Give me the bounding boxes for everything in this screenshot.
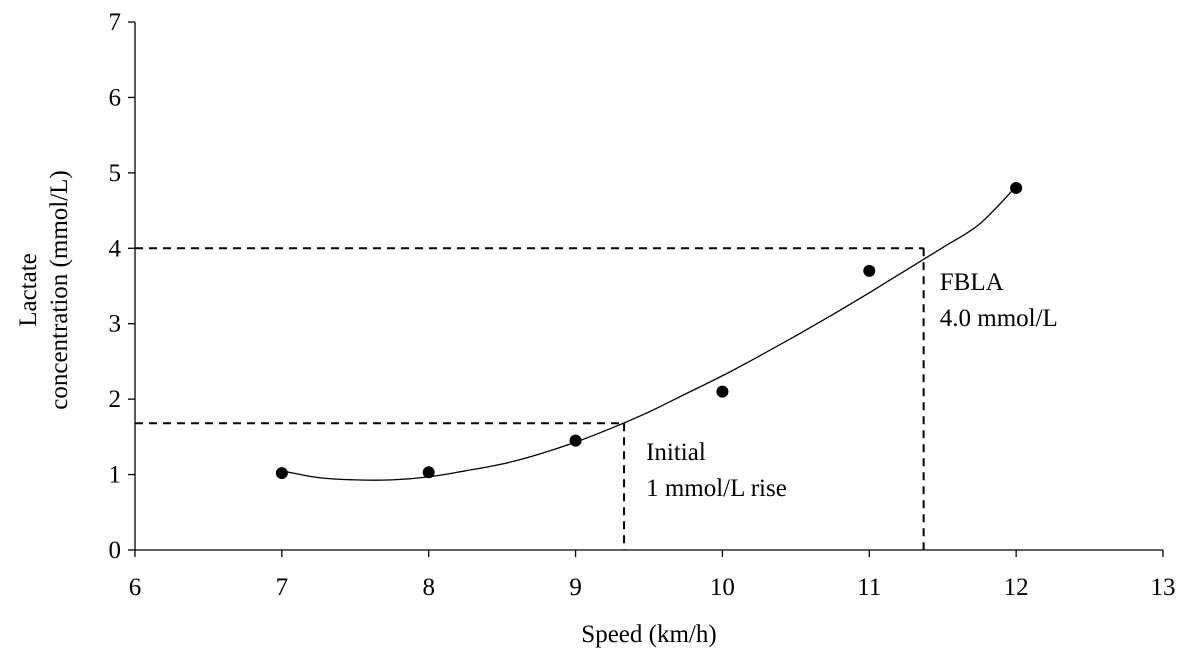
y-tick-label: 4 — [109, 235, 122, 262]
x-tick-label: 8 — [422, 574, 435, 601]
x-tick-label: 10 — [710, 574, 735, 601]
y-axis-title-line: Lactate — [15, 253, 42, 327]
fbla-annotation-line: FBLA — [940, 269, 1004, 296]
y-tick-label: 1 — [109, 462, 122, 489]
x-tick-label: 9 — [569, 574, 582, 601]
fbla-annotation: FBLA 4.0 mmol/L — [940, 269, 1058, 332]
y-axis-title: Lactate concentration (mmol/L) — [15, 170, 73, 410]
data-point — [716, 385, 729, 398]
fbla-annotation-line: 4.0 mmol/L — [940, 305, 1058, 332]
x-axis-title: Speed (km/h) — [581, 621, 716, 648]
y-tick-label: 3 — [109, 311, 122, 338]
x-tick-label: 7 — [276, 574, 289, 601]
x-tick-label: 13 — [1151, 574, 1176, 601]
trendline-layer — [281, 185, 1017, 481]
y-tick-label: 7 — [109, 9, 122, 36]
y-tick-label: 5 — [109, 160, 122, 187]
reference-lines — [135, 247, 925, 550]
initial-rise-annotation-line: 1 mmol/L rise — [646, 475, 787, 502]
x-tick-label: 11 — [857, 574, 881, 601]
x-tick-label: 12 — [1004, 574, 1029, 601]
axis-titles: Speed (km/h) Lactate concentration (mmol/L… — [15, 170, 717, 648]
initial-rise-annotation: Initial 1 mmol/L rise — [646, 439, 787, 502]
data-point — [275, 467, 288, 480]
y-tick-label: 0 — [109, 537, 122, 564]
data-point — [863, 264, 876, 277]
x-tick-label: 6 — [129, 574, 142, 601]
trendline-curve — [281, 185, 1017, 481]
data-point — [1010, 181, 1023, 194]
data-point — [422, 466, 435, 479]
y-tick-label: 6 — [109, 84, 122, 111]
initial-rise-annotation-line: Initial — [646, 439, 706, 466]
y-tick-label: 2 — [109, 386, 122, 413]
annotations: Initial 1 mmol/L rise FBLA 4.0 mmol/L — [646, 269, 1058, 502]
y-axis-title-line: concentration (mmol/L) — [46, 170, 73, 410]
data-points — [275, 181, 1023, 480]
data-point — [569, 434, 582, 447]
